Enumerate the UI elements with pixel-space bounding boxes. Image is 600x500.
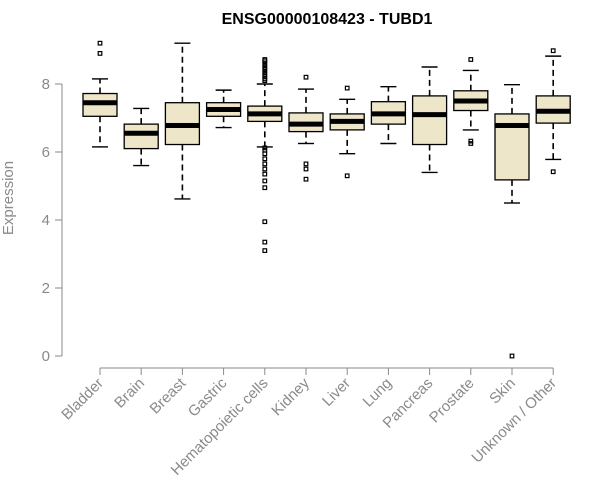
outlier-point: [262, 161, 268, 167]
box-kidney: [288, 74, 324, 182]
x-tick-label: Skin: [486, 375, 519, 408]
outlier-point: [262, 185, 268, 191]
x-tick-label: Liver: [319, 375, 354, 410]
y-tick-label: 4: [42, 212, 50, 229]
y-tick-label: 6: [42, 144, 50, 161]
box-brain: [123, 107, 159, 167]
box-breast: [164, 42, 201, 200]
outlier-point: [262, 57, 268, 62]
outlier-point: [550, 169, 556, 175]
outlier-point: [468, 138, 474, 144]
box-pancreas: [411, 66, 448, 174]
outlier-point: [97, 40, 103, 46]
outlier-point: [262, 239, 268, 245]
outlier-point: [262, 166, 268, 172]
x-tick-label: Lung: [360, 375, 396, 411]
y-tick-label: 8: [42, 76, 50, 93]
box-bladder: [82, 40, 118, 148]
outlier-point: [303, 176, 309, 182]
outlier-point: [303, 74, 309, 80]
outlier-point: [262, 219, 268, 225]
outlier-point: [303, 166, 309, 172]
box-skin: [494, 83, 530, 359]
outlier-point: [509, 353, 515, 359]
box-liver: [329, 85, 365, 179]
outlier-point: [303, 161, 309, 167]
y-tick-label: 0: [42, 348, 50, 365]
outlier-point: [262, 178, 268, 184]
x-tick-label: Bladder: [58, 375, 107, 424]
box-lung: [370, 86, 407, 145]
outlier-point: [262, 248, 268, 254]
x-tick-label: Breast: [147, 374, 190, 417]
box-unknown-other: [535, 48, 571, 175]
outlier-point: [344, 173, 350, 179]
box-gastric: [205, 89, 242, 129]
outlier-point: [344, 85, 350, 91]
outlier-point: [97, 50, 103, 56]
box-rect: [411, 95, 448, 146]
boxes-group: [82, 40, 571, 359]
y-axis-label: Expression: [0, 161, 17, 235]
x-tick-label: Prostate: [426, 375, 478, 427]
outlier-point: [262, 145, 268, 151]
y-tick-label: 2: [42, 280, 50, 297]
x-tick-label: Kidney: [268, 374, 313, 419]
box-hematopoietic-cells: [247, 57, 283, 254]
outlier-point: [468, 57, 474, 62]
outlier-point: [550, 48, 556, 54]
x-tick-label: Brain: [111, 375, 148, 412]
axes: 0 2 4 6 8: [42, 76, 554, 375]
box-rect: [123, 123, 159, 150]
chart-title: ENSG00000108423 - TUBD1: [222, 11, 433, 28]
outlier-point: [262, 171, 268, 177]
box-prostate: [453, 57, 489, 146]
outlier-point: [262, 156, 268, 162]
